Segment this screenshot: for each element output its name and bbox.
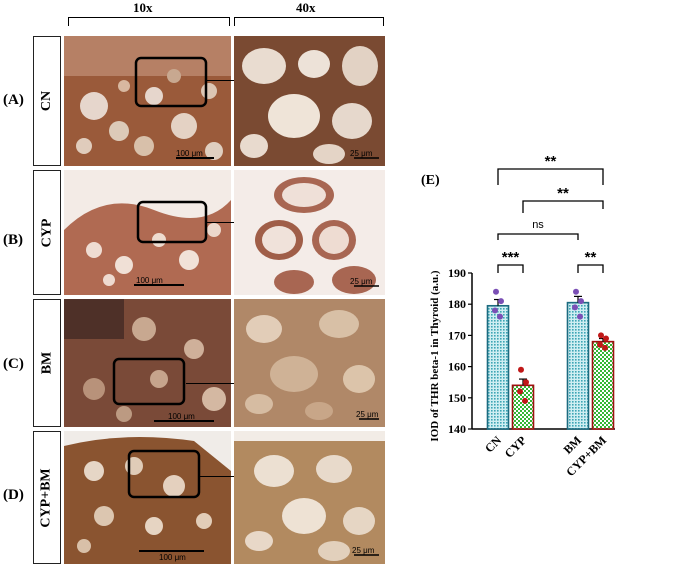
significance-bracket (522, 200, 604, 213)
data-point (578, 298, 584, 305)
data-point (597, 341, 603, 348)
micrograph-bm-40x: 25 μm (234, 299, 385, 427)
bar-chart: IOD of THR beta-1 in Thyroid (a.u.) 140 1… (429, 153, 615, 479)
scale-bar-label: 100 μm (168, 412, 195, 421)
data-point (522, 397, 528, 404)
y-tick-label: 190 (448, 266, 466, 280)
row-letter-a: (A) (3, 92, 24, 108)
data-point (492, 307, 498, 314)
y-axis-label: IOD of THR beta-1 in Thyroid (a.u.) (429, 270, 441, 441)
row-letter-c: (C) (3, 356, 24, 372)
bar-bm (566, 301, 590, 430)
significance-bracket (577, 264, 604, 273)
data-point (493, 288, 499, 295)
row-tab-bm: BM (33, 299, 61, 427)
y-tick-label: 170 (448, 328, 466, 342)
row-tab-label: CN (38, 90, 54, 112)
significance-bracket (497, 168, 604, 185)
data-point (517, 388, 523, 395)
scale-bar-label: 25 μm (350, 277, 373, 286)
micrograph-cyp-bm-10x: 100 μm (64, 431, 231, 564)
significance-bracket (497, 233, 579, 240)
data-point (523, 379, 529, 386)
bar-cyp-bm (591, 340, 615, 430)
x-tick-label: CYP (502, 433, 529, 460)
row-letter-b: (B) (3, 232, 23, 248)
data-point (497, 313, 503, 320)
micrograph-cyp-bm-40x: 25 μm (234, 431, 385, 564)
row-tab-label: CYP+BM (39, 467, 54, 528)
scale-bar-label: 100 μm (136, 276, 163, 285)
micrograph-bm-10x: 100 μm (64, 299, 231, 427)
row-letter-d: (D) (3, 487, 24, 503)
micrograph-cyp-10x: 100 μm (64, 170, 231, 295)
bar-cyp (511, 384, 535, 430)
data-point (573, 288, 579, 295)
column-bracket-10x (68, 17, 230, 26)
chart-container: IOD of THR beta-1 in Thyroid (a.u.) 140 1… (410, 140, 685, 560)
micrograph-cn-40x: 25 μm (234, 36, 385, 166)
y-tick-label: 180 (448, 297, 466, 311)
significance-label: ** (545, 153, 557, 170)
scale-bar-label: 100 μm (159, 553, 186, 562)
row-tab-cyp-bm: CYP+BM (33, 431, 61, 564)
significance-label: ** (557, 185, 569, 202)
row-tab-cn: CN (33, 36, 61, 166)
micrograph-cyp-40x: 25 μm (234, 170, 385, 295)
scale-bar-label: 100 μm (176, 149, 203, 158)
significance-label: *** (502, 249, 520, 266)
data-point (572, 304, 578, 311)
scale-bar-label: 25 μm (350, 149, 373, 158)
micrograph-cn-10x: 100 μm (64, 36, 231, 166)
y-tick-label: 160 (448, 360, 466, 374)
significance-bracket (497, 264, 524, 273)
scale-bar-label: 25 μm (352, 546, 375, 555)
data-point (518, 366, 524, 373)
x-tick-label: CN (482, 433, 504, 455)
data-point (498, 298, 504, 305)
data-point (598, 332, 604, 339)
column-bracket-40x (234, 17, 384, 26)
significance-label: ** (585, 249, 597, 266)
significance-label: ns (532, 219, 544, 231)
data-point (577, 313, 583, 320)
data-point (603, 335, 609, 342)
column-header-40x: 40x (296, 0, 316, 15)
y-tick-label: 150 (448, 391, 466, 405)
panel-e-label: (E) (421, 173, 440, 188)
row-tab-label: BM (39, 351, 54, 375)
y-tick-label: 140 (448, 422, 466, 436)
bar-cn (486, 304, 510, 430)
scale-bar-label: 25 μm (356, 410, 379, 419)
row-tab-label: CYP (39, 218, 54, 247)
column-header-10x: 10x (133, 0, 153, 15)
data-point (602, 344, 608, 351)
row-tab-cyp: CYP (33, 170, 61, 295)
